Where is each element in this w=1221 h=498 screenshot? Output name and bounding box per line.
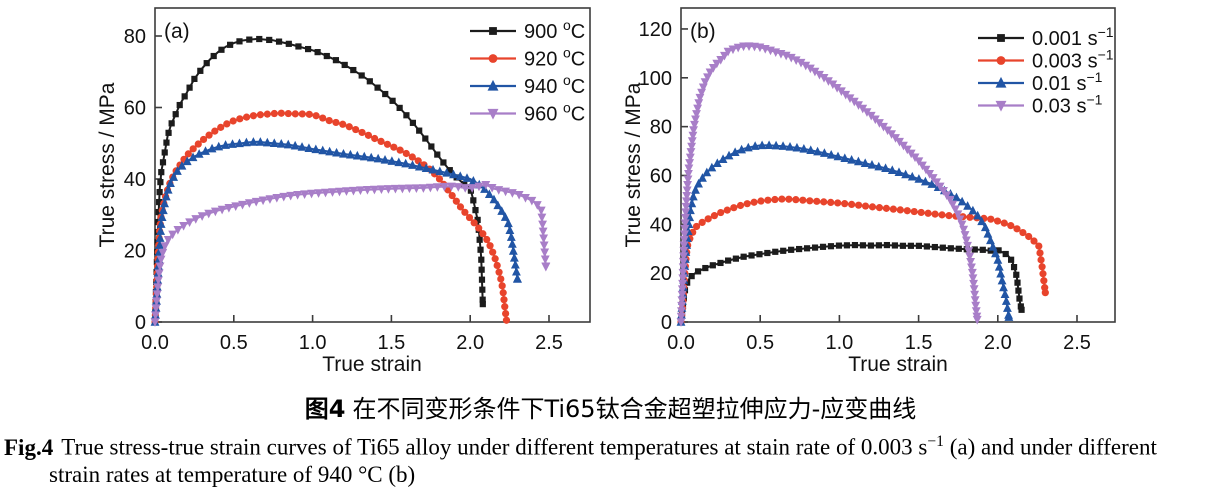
series-920-c	[151, 109, 511, 326]
x-tick-label: 0.5	[220, 332, 248, 354]
legend-label: 940 oC	[524, 72, 585, 98]
y-axis-label: True stress / MPa	[622, 82, 645, 247]
caption-zh-prefix: 图4	[304, 395, 346, 423]
plot-frame-a	[154, 7, 591, 323]
y-axis-label: True stress / MPa	[96, 82, 119, 247]
legend-b: 0.001 s−10.003 s−10.01 s−10.03 s−1	[978, 24, 1114, 118]
x-tick-label: 1.0	[825, 332, 853, 354]
panel-label-b: (b)	[690, 20, 716, 43]
series-0-03-s-1	[676, 42, 982, 327]
legend-label: 0.03 s−1	[1032, 92, 1103, 118]
caption-english-line1: Fig.4 True stress-true strain curves of T…	[4, 433, 1157, 461]
panel-a: 0.0 0.5 1.0 1.5 2.0 2.5 0 20 40 60 80 True strain Tr…	[96, 7, 591, 376]
y-tick-label: 40	[124, 169, 146, 191]
legend-label: 900 oC	[524, 17, 585, 43]
x-tick-label: 1.0	[299, 332, 327, 354]
series-960-c	[150, 181, 551, 327]
x-tick-label: 0.5	[746, 332, 774, 354]
series-0-003-s-1	[677, 195, 1049, 326]
y-tick-label: 40	[650, 214, 672, 236]
y-tick-label: 0	[661, 312, 672, 334]
x-tick-label: 2.5	[535, 332, 563, 354]
x-tick-label: 2.5	[1063, 332, 1091, 354]
y-tick-label: 20	[650, 263, 672, 285]
caption-en-prefix: Fig.4	[4, 434, 54, 460]
panel-b: 0.0 0.5 1.0 1.5 2.0 2.5 0 20 40 60 80 100 120 True st…	[622, 7, 1116, 376]
x-tick-label: 2.0	[984, 332, 1012, 354]
x-axis-label: True strain	[848, 353, 948, 376]
caption-zh-text: 在不同变形条件下Ti65钛合金超塑拉伸应力-应变曲线	[352, 395, 917, 423]
caption-english-line2: strain rates at temperature of 940 °C (b…	[49, 462, 416, 487]
series-940-c	[150, 137, 522, 326]
legend-label: 0.001 s−1	[1032, 24, 1114, 50]
y-tick-label: 0	[135, 312, 146, 334]
x-tick-label: 1.5	[377, 332, 405, 354]
caption-en-text: True stress-true strain curves of Ti65 a…	[61, 434, 928, 460]
series-900-c	[151, 35, 486, 326]
x-tick-label: 0.0	[667, 332, 695, 354]
y-tick-label: 20	[124, 241, 146, 263]
legend-label: 960 oC	[524, 100, 585, 126]
panel-label-a: (a)	[164, 20, 190, 43]
legend-label: 920 oC	[524, 45, 585, 71]
y-tick-label: 100	[639, 68, 672, 90]
y-tick-label: 60	[124, 98, 146, 120]
plot-frame-b	[680, 7, 1116, 323]
stress-strain-figure: 0.0 0.5 1.0 1.5 2.0 2.5 0 20 40 60 80 True strain Tr…	[96, 7, 1116, 376]
y-tick-label: 60	[650, 165, 672, 187]
legend-label: 0.003 s−1	[1032, 47, 1114, 73]
y-tick-label: 80	[124, 26, 146, 48]
x-tick-label: 2.0	[456, 332, 484, 354]
y-tick-label: 120	[639, 19, 672, 41]
x-tick-label: 0.0	[141, 332, 169, 354]
caption-chinese: 图4 在不同变形条件下Ti65钛合金超塑拉伸应力-应变曲线	[0, 389, 1221, 424]
x-axis-label: True strain	[322, 353, 422, 376]
x-tick-label: 1.5	[905, 332, 933, 354]
caption-en-text-tail: (a) and under different	[943, 434, 1157, 460]
y-tick-label: 80	[650, 117, 672, 139]
legend-label: 0.01 s−1	[1032, 69, 1103, 95]
caption-en-superscript: −1	[927, 433, 944, 450]
